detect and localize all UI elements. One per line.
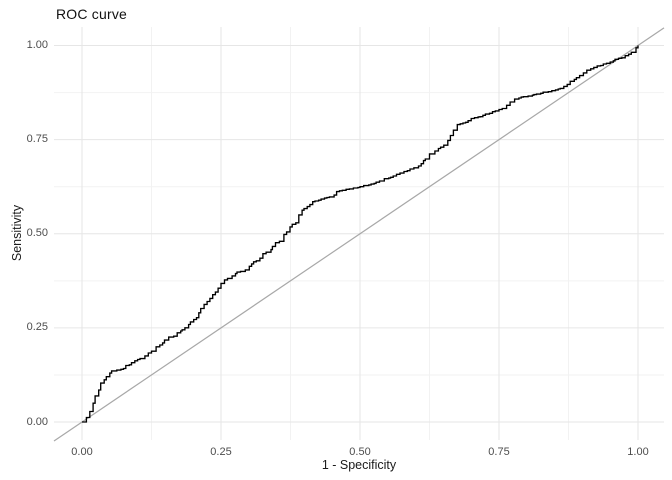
x-tick-label: 0.25 (210, 446, 232, 458)
x-tick-label: 1.00 (627, 446, 649, 458)
chart-title: ROC curve (56, 6, 128, 22)
y-tick-label: 0.25 (26, 321, 48, 334)
y-tick-label: 0.50 (26, 227, 48, 240)
y-tick-label: 0.75 (26, 133, 48, 146)
x-tick-label: 0.75 (488, 446, 510, 458)
roc-curve-line (82, 45, 639, 423)
x-tick-label: 0.50 (349, 446, 371, 458)
x-axis-title: 1 - Specificity (321, 458, 397, 472)
y-tick-label: 1.00 (26, 39, 48, 51)
y-tick-label: 0.00 (26, 415, 48, 428)
x-tick-label: 0.00 (71, 446, 93, 458)
reference-diagonal-line (53, 27, 665, 442)
